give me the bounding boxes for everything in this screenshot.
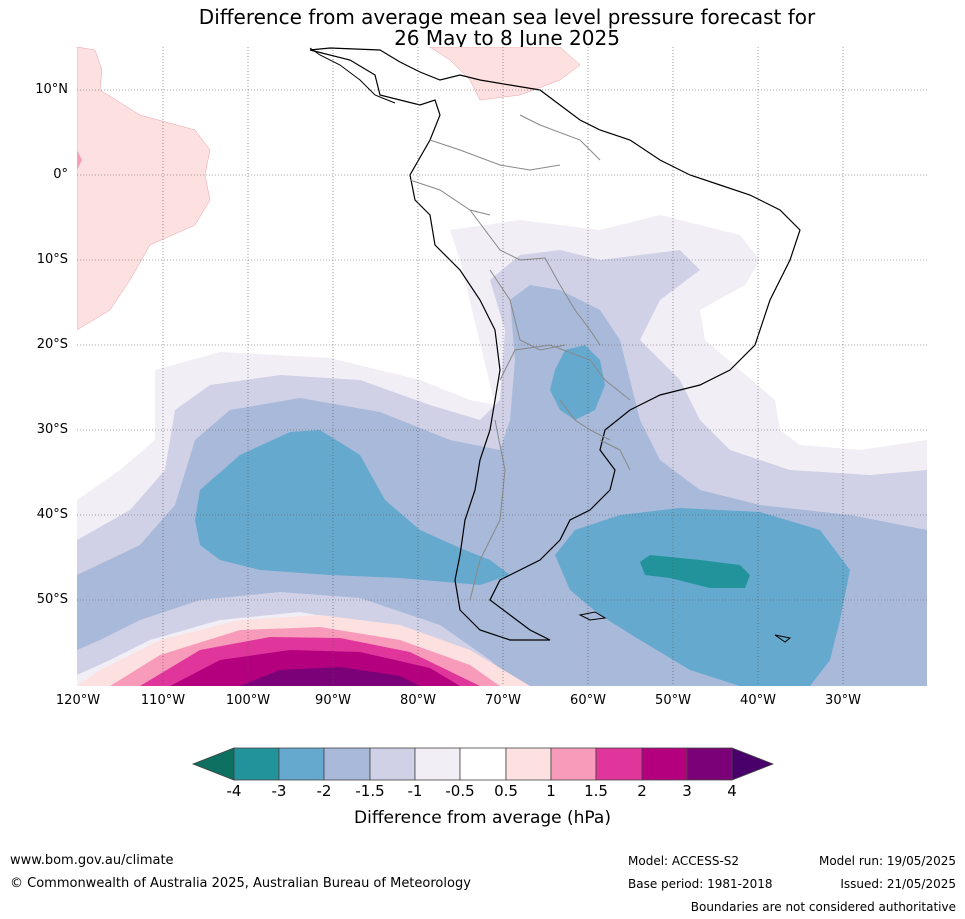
lon-label-100w: 100°W <box>225 693 271 708</box>
lat-label-40s: 40°S <box>36 507 68 522</box>
colorbar-tick: -4 <box>226 782 242 800</box>
lon-label-30w: 30°W <box>825 693 861 708</box>
anomaly-positive-northwest <box>77 47 211 331</box>
lat-label-30s: 30°S <box>36 422 68 437</box>
lat-label-10n: 10°N <box>35 82 68 97</box>
colorbar-segment--1-5 <box>369 747 416 781</box>
colorbar-tick: -2 <box>316 782 332 800</box>
colorbar-segment-1 <box>550 747 597 781</box>
colorbar-segment-1-5 <box>595 747 643 781</box>
lon-label-110w: 110°W <box>140 693 186 708</box>
colorbar-segment--0-5 <box>459 747 507 781</box>
lon-label-50w: 50°W <box>655 693 691 708</box>
colorbar-segment-extend-low <box>191 747 235 781</box>
central-america-coastline <box>309 47 396 104</box>
south-georgia <box>774 634 792 643</box>
base-period: Base period: 1981-2018 <box>628 877 773 891</box>
colorbar-tick: -3 <box>271 782 287 800</box>
colorbar-segment--2 <box>323 747 371 781</box>
lon-label-70w: 70°W <box>485 693 521 708</box>
country-boundaries <box>409 114 631 601</box>
lat-label-20s: 20°S <box>36 337 68 352</box>
colorbar-tick: 3 <box>682 782 692 800</box>
colorbar-segment-0-5 <box>505 747 552 781</box>
anomaly-minus-2-continent <box>550 345 605 420</box>
anomaly-minus-3-atlantic <box>640 555 750 588</box>
colorbar-segment-extend-high <box>731 747 775 781</box>
lon-label-90w: 90°W <box>315 693 351 708</box>
colorbar <box>191 747 775 781</box>
anomaly-minus-2-pacific <box>195 430 510 585</box>
chart-title-line-2: 26 May to 8 June 2025 <box>394 26 620 50</box>
colorbar-segment--1 <box>414 747 461 781</box>
colorbar-tick: 0.5 <box>494 782 518 800</box>
falkland-islands <box>578 611 607 621</box>
issued-date: Issued: 21/05/2025 <box>840 877 956 891</box>
colorbar-tick: 2 <box>637 782 647 800</box>
colorbar-tick: -1.5 <box>355 782 385 800</box>
lon-label-60w: 60°W <box>570 693 606 708</box>
boundaries-disclaimer: Boundaries are not considered authoritat… <box>690 900 956 914</box>
colorbar-segment-3 <box>686 747 733 781</box>
anomaly-positive-northwest-small <box>77 150 82 170</box>
colorbar-segment-2 <box>641 747 688 781</box>
anomaly-positive-caribbean <box>429 47 581 101</box>
chart-title-line-1: Difference from average mean sea level p… <box>198 5 816 29</box>
anomaly-positive-3-south <box>240 667 420 686</box>
colorbar-tick: 1.5 <box>584 782 608 800</box>
lat-label-50s: 50°S <box>36 592 68 607</box>
lon-label-120w: 120°W <box>55 693 101 708</box>
colorbar-tick: -1 <box>407 782 423 800</box>
colorbar-tick: 1 <box>546 782 556 800</box>
model-name: Model: ACCESS-S2 <box>628 854 740 868</box>
graticule <box>77 47 927 686</box>
colorbar-label: Difference from average (hPa) <box>354 808 611 828</box>
lon-label-80w: 80°W <box>400 693 436 708</box>
lat-label-10s: 10°S <box>36 252 68 267</box>
lat-label-0: 0° <box>53 167 68 182</box>
copyright-text: © Commonwealth of Australia 2025, Austra… <box>10 876 471 891</box>
colorbar-tick: -0.5 <box>445 782 475 800</box>
colorbar-segment--3 <box>278 747 325 781</box>
model-run: Model run: 19/05/2025 <box>818 854 956 868</box>
anomaly-minus-2-atlantic <box>555 508 850 686</box>
colorbar-segment--4 <box>233 747 280 781</box>
colorbar-tick: 4 <box>727 782 737 800</box>
south-america-coastline <box>309 47 801 641</box>
website-link[interactable]: www.bom.gov.au/climate <box>10 853 174 868</box>
lon-label-40w: 40°W <box>740 693 776 708</box>
